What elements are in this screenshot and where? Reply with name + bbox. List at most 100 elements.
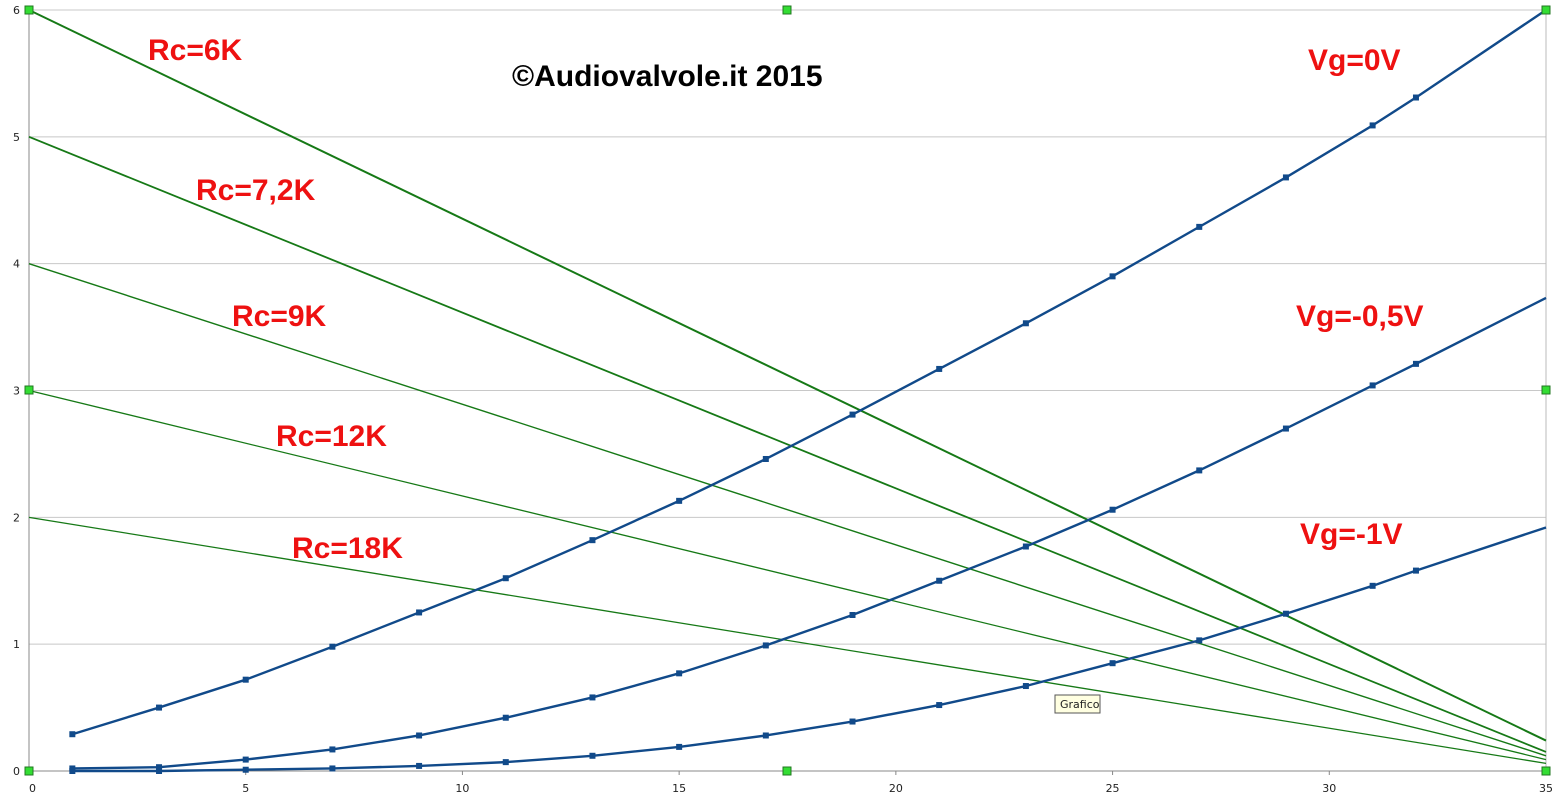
data-point	[156, 764, 163, 771]
y-axis-ticks: 0 1 2 3 4 5 6	[13, 4, 20, 778]
data-point	[156, 704, 163, 711]
data-point	[849, 611, 856, 618]
data-point	[936, 577, 943, 584]
data-point	[1412, 360, 1419, 367]
tooltip-label: Grafico	[1060, 698, 1100, 711]
data-point	[416, 609, 423, 616]
load-line-4	[28, 389, 1547, 761]
data-point	[1109, 506, 1116, 513]
data-point	[762, 732, 769, 739]
x-tick-label: 25	[1106, 782, 1120, 795]
data-point	[69, 731, 76, 738]
data-point	[156, 768, 163, 774]
x-tick-label: 15	[672, 782, 686, 795]
annotation-label-3: Rc=9K	[232, 300, 327, 333]
data-point	[849, 718, 856, 725]
annotation-label-5: Rc=18K	[292, 532, 403, 565]
y-tick-label: 0	[13, 765, 20, 778]
data-point	[589, 537, 596, 544]
data-point	[1196, 223, 1203, 230]
load-line-2	[28, 135, 1547, 753]
x-tick-label: 30	[1322, 782, 1336, 795]
data-point	[676, 497, 683, 504]
x-tick-label: 10	[455, 782, 469, 795]
selection-handle-5[interactable]	[1541, 385, 1551, 395]
annotation-label-4: Rc=12K	[276, 420, 387, 453]
data-point	[762, 455, 769, 462]
x-tick-label: 20	[889, 782, 903, 795]
y-tick-label: 4	[13, 258, 20, 271]
y-tick-label: 1	[13, 638, 20, 651]
load-line-3	[28, 263, 1547, 757]
data-point	[329, 765, 336, 772]
annotation-label-8: Vg=-1V	[1300, 518, 1403, 551]
data-point	[1109, 273, 1116, 280]
data-point	[1369, 382, 1376, 389]
curve-line-2	[72, 296, 1547, 770]
data-point	[1022, 683, 1029, 690]
data-point	[502, 759, 509, 766]
x-tick-label: 35	[1539, 782, 1552, 795]
data-point	[589, 752, 596, 759]
selection-handle-4[interactable]	[24, 385, 34, 395]
data-point	[1022, 320, 1029, 327]
data-point	[1196, 467, 1203, 474]
annotation-label-2: Rc=7,2K	[196, 174, 316, 207]
data-point	[329, 643, 336, 650]
selection-handle-3[interactable]	[1541, 5, 1551, 15]
grid-lines	[29, 9, 1546, 772]
data-point	[502, 714, 509, 721]
data-point	[416, 732, 423, 739]
y-tick-label: 5	[13, 131, 20, 144]
annotations: Rc=6K Rc=7,2K Rc=9K Rc=12K Rc=18K Vg=0V Vg=-0,…	[148, 34, 1424, 565]
data-point	[1282, 610, 1289, 617]
data-point	[936, 365, 943, 372]
data-point	[1196, 637, 1203, 644]
data-point	[1109, 660, 1116, 667]
data-point	[69, 768, 76, 774]
tooltip-box	[1054, 694, 1101, 714]
data-point	[762, 642, 769, 649]
annotation-label-6: Vg=0V	[1308, 44, 1401, 77]
y-tick-label: 3	[13, 385, 20, 398]
data-point	[849, 411, 856, 418]
data-point	[502, 575, 509, 582]
y-tick-label: 2	[13, 511, 20, 524]
data-point	[1412, 567, 1419, 574]
data-point	[242, 676, 249, 683]
annotation-label-7: Vg=-0,5V	[1296, 300, 1424, 333]
chart-title: ©Audiovalvole.it 2015	[512, 60, 823, 93]
x-tick-label: 5	[242, 782, 249, 795]
tooltip: Grafico	[1054, 694, 1101, 714]
y-tick-label: 6	[13, 4, 20, 17]
selection-handle-2[interactable]	[782, 5, 792, 15]
data-point	[1282, 174, 1289, 181]
data-point	[589, 694, 596, 701]
selection-handle-7[interactable]	[782, 766, 792, 776]
data-point	[242, 766, 249, 773]
selection-handles[interactable]	[24, 5, 1551, 776]
data-point	[676, 743, 683, 750]
data-point	[1022, 543, 1029, 550]
data-point	[1369, 122, 1376, 129]
annotation-label-1: Rc=6K	[148, 34, 243, 67]
x-axis-ticks: 0 5 10 15 20 25 30 35	[28, 771, 1552, 795]
data-point	[1369, 582, 1376, 589]
selection-handle-6[interactable]	[24, 766, 34, 776]
data-point	[1412, 94, 1419, 101]
data-point	[1282, 425, 1289, 432]
load-lines	[28, 9, 1547, 765]
selection-handle-1[interactable]	[24, 5, 34, 15]
data-point	[329, 746, 336, 753]
data-point	[416, 762, 423, 769]
selection-handle-8[interactable]	[1541, 766, 1551, 776]
data-point	[676, 670, 683, 677]
x-tick-label: 0	[29, 782, 36, 795]
load-line-5	[28, 516, 1547, 765]
curve-line-1	[71, 9, 1547, 736]
characteristic-curves	[69, 9, 1547, 774]
data-point	[936, 702, 943, 709]
load-line-1	[28, 9, 1547, 742]
